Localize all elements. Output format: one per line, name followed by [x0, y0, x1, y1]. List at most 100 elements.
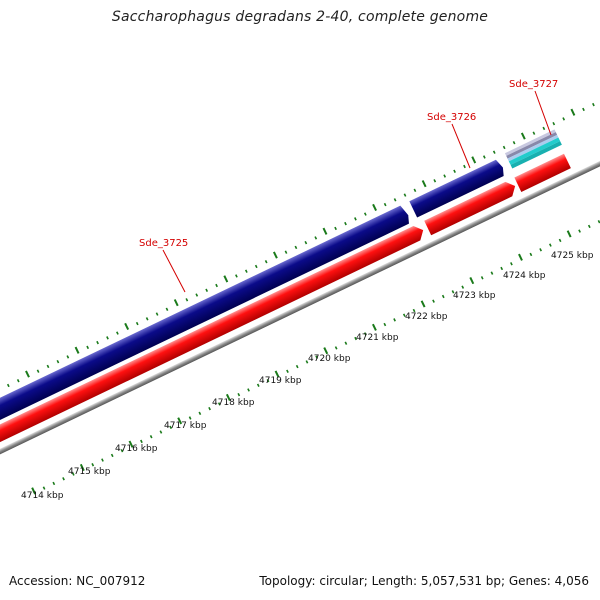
minor-tick: [383, 202, 387, 207]
minor-tick: [492, 150, 496, 154]
minor-tick: [592, 102, 595, 107]
minor-tick: [135, 321, 139, 326]
minor-tick: [412, 308, 416, 313]
minor-tick: [56, 359, 60, 364]
kbp-label: 4717 kbp: [164, 421, 207, 431]
minor-tick: [344, 341, 348, 345]
major-tick: [566, 230, 572, 238]
accession-text: Accession: NC_007912: [9, 574, 146, 588]
kbp-label: 4715 kbp: [68, 467, 111, 477]
minor-tick: [46, 364, 50, 369]
gene-sde-3725-reverse: [0, 225, 424, 452]
minor-tick: [247, 388, 250, 392]
minor-tick: [402, 313, 406, 317]
kbp-label: 4719 kbp: [259, 376, 302, 386]
minor-tick: [490, 271, 494, 275]
minor-tick: [510, 262, 513, 266]
ruler-labels: 4714 kbp 4715 kbp 4716 kbp 4717 kbp 4718…: [21, 251, 594, 501]
minor-tick: [334, 346, 338, 350]
major-tick: [570, 108, 576, 116]
major-tick: [471, 156, 477, 164]
minor-tick: [480, 276, 484, 280]
minor-tick: [305, 360, 309, 364]
minor-tick: [532, 131, 536, 135]
major-tick: [223, 275, 229, 283]
minor-tick: [548, 243, 552, 247]
topology-text: Topology: circular; Length: 5,057,531 bp…: [259, 574, 589, 588]
minor-tick: [315, 355, 319, 359]
minor-tick: [110, 453, 114, 458]
minor-tick: [539, 248, 542, 252]
map-title: Saccharophagus degradans 2-40, complete …: [111, 9, 489, 25]
minor-tick: [264, 260, 268, 264]
minor-tick: [266, 378, 270, 383]
major-tick: [520, 132, 526, 140]
major-tick: [372, 203, 377, 212]
minor-tick: [582, 107, 585, 112]
minor-tick: [36, 369, 40, 373]
major-tick: [323, 347, 329, 355]
gene-label-sde-3726: Sde_3726: [427, 112, 476, 123]
minor-tick: [413, 188, 417, 193]
major-tick: [25, 370, 30, 378]
outer-tick-row: [6, 102, 595, 388]
major-tick: [79, 463, 85, 472]
kbp-label: 4718 kbp: [212, 398, 255, 408]
minor-tick: [237, 392, 241, 397]
major-tick: [128, 440, 134, 448]
major-tick: [173, 299, 179, 307]
callout-line: [451, 123, 471, 169]
minor-tick: [159, 430, 163, 434]
minor-tick: [208, 406, 211, 411]
minor-tick: [294, 245, 298, 250]
minor-tick: [188, 416, 192, 420]
minor-tick: [334, 226, 337, 231]
minor-tick: [235, 274, 238, 278]
kbp-label: 4714 kbp: [21, 491, 64, 501]
minor-tick: [354, 217, 357, 221]
minor-tick: [62, 477, 65, 481]
kbp-label: 4716 kbp: [115, 444, 158, 454]
minor-tick: [364, 332, 367, 336]
major-tick: [322, 227, 328, 235]
minor-tick: [393, 198, 397, 202]
minor-tick: [500, 266, 504, 271]
major-tick: [420, 300, 426, 308]
minor-tick: [443, 174, 447, 178]
minor-tick: [96, 340, 99, 345]
minor-tick: [578, 229, 581, 233]
minor-tick: [453, 169, 456, 173]
minor-tick: [354, 336, 358, 341]
minor-tick: [185, 298, 189, 302]
minor-tick: [542, 126, 546, 131]
major-tick: [124, 322, 130, 331]
minor-tick: [66, 355, 70, 359]
kbp-label: 4721 kbp: [356, 333, 399, 343]
major-tick: [518, 253, 523, 261]
minor-tick: [393, 318, 396, 322]
major-tick: [31, 487, 37, 495]
gene-sde-3726-forward: [409, 159, 504, 218]
minor-tick: [432, 299, 435, 303]
minor-tick: [6, 383, 10, 388]
minor-tick: [529, 252, 533, 257]
major-tick: [421, 180, 427, 188]
minor-tick: [304, 240, 308, 245]
minor-tick: [106, 336, 109, 340]
minor-tick: [256, 383, 260, 387]
minor-tick: [463, 164, 466, 169]
minor-tick: [120, 449, 124, 453]
minor-tick: [116, 331, 119, 335]
minor-tick: [433, 179, 437, 183]
gene-sde-3725-forward: [0, 205, 409, 434]
minor-tick: [149, 435, 153, 439]
minor-tick: [71, 472, 75, 476]
minor-tick: [217, 402, 221, 406]
minor-tick: [254, 264, 258, 269]
inner-ruler: [31, 220, 600, 495]
minor-tick: [169, 425, 173, 430]
major-tick: [225, 393, 231, 402]
minor-tick: [101, 458, 104, 462]
gene-sde-3726-reverse: [424, 181, 516, 236]
